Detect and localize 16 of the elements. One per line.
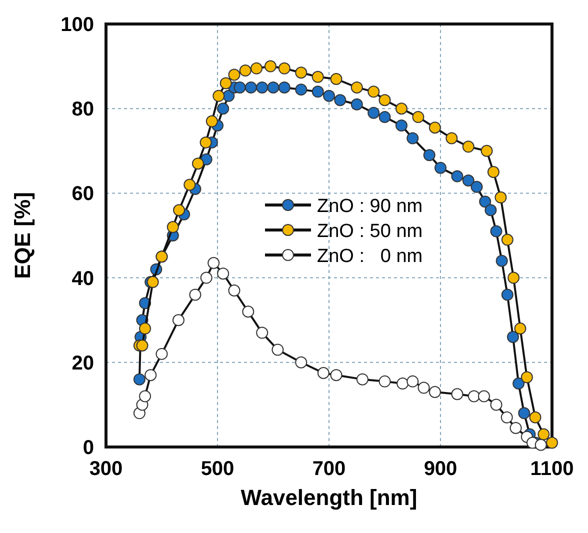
x-axis-title: Wavelength [nm] [240, 485, 418, 510]
x-tick-label: 300 [89, 458, 123, 480]
y-tick-label: 0 [82, 437, 94, 459]
y-axis-title: EQE [%] [10, 192, 35, 279]
y-tick-label: 100 [60, 14, 94, 36]
x-tick-label: 700 [312, 458, 346, 480]
x-tick-label: 900 [424, 458, 458, 480]
y-tick-label: 60 [72, 183, 94, 206]
y-tick-label: 20 [72, 352, 94, 374]
x-tick-label: 1100 [530, 458, 574, 480]
legend-label: ZnO : 0 nm [317, 246, 423, 267]
y-tick-label: 40 [72, 268, 94, 290]
x-tick-label: 500 [200, 458, 234, 480]
legend-label: ZnO : 90 nm [317, 196, 423, 217]
legend-label: ZnO : 50 nm [317, 221, 423, 242]
y-tick-label: 80 [72, 98, 94, 121]
